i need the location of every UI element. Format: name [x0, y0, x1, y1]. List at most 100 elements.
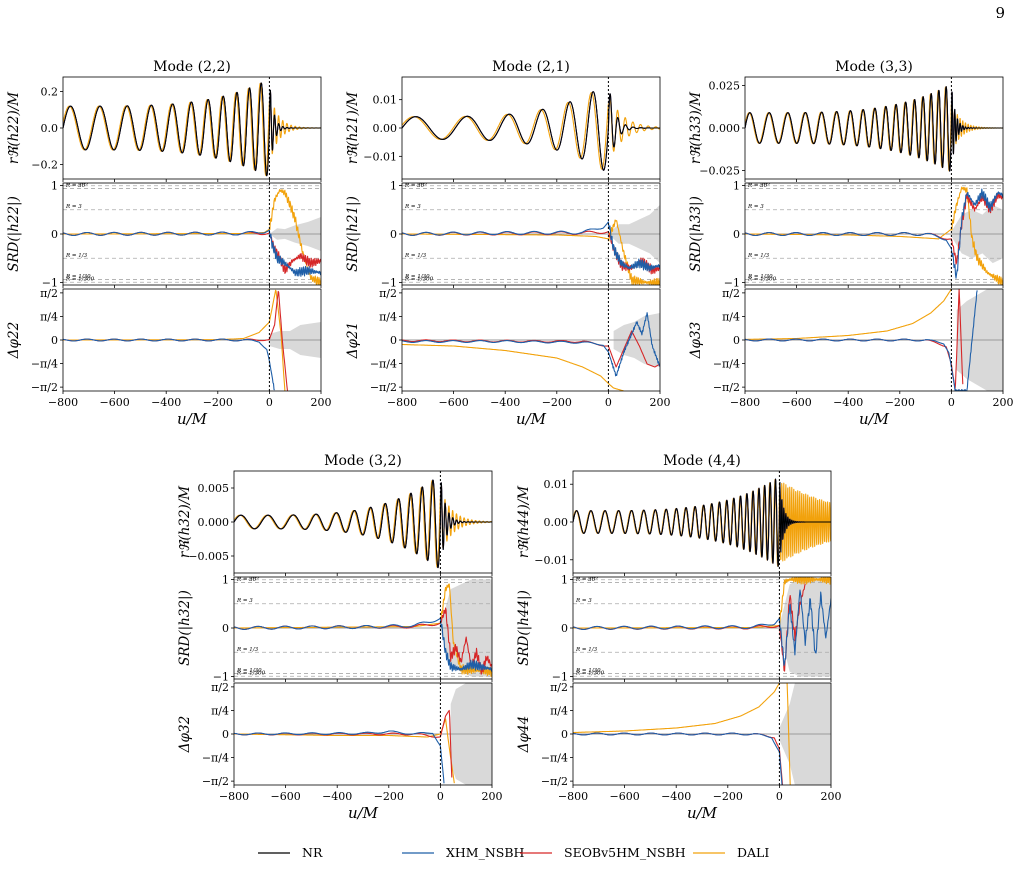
y-tick-label: 0.00 [373, 122, 398, 135]
phase-y-axis-label: Δφ33 [688, 322, 704, 359]
y-tick-label: π/4 [211, 704, 229, 717]
y-tick-label: −π/4 [713, 358, 740, 371]
legend: NR XHM_NSBH SEOBv5HM_NSBH DALI [258, 845, 769, 860]
srd-guide-label: R = 30 [65, 183, 86, 189]
srd-guide-label: R = 3 [404, 204, 421, 210]
phase-y-axis-label: Δφ22 [6, 322, 22, 359]
srd-guide-label: R = 3 [747, 204, 764, 210]
srd-guide-label: R = 1/30 [65, 274, 91, 280]
srd-guide-label: R = 1/3 [65, 253, 88, 259]
strain-plot-area [745, 77, 1003, 179]
srd-guide-label: R = 1/3 [575, 647, 598, 653]
y-tick-label: π/4 [40, 310, 58, 323]
y-tick-label: π/4 [722, 310, 740, 323]
srd-y-axis-label: SRD(|h44|) [516, 590, 532, 666]
strain-plot-area [402, 77, 660, 179]
y-tick-label: 0.01 [544, 478, 569, 491]
x-tick-label: 0 [437, 790, 444, 803]
srd-guide-label: R = 1/3 [236, 647, 259, 653]
series-line-dali [63, 82, 321, 176]
y-tick-label: 0 [561, 622, 568, 635]
y-tick-label: 0.000 [198, 516, 230, 529]
y-tick-label: −π/4 [31, 358, 58, 371]
srd-guide-label: R = 30 [404, 183, 425, 189]
strain-plot-area [234, 471, 492, 573]
x-tick-label: −200 [203, 396, 233, 409]
series-line-xhm_nsbh [234, 730, 445, 784]
x-tick-label: −600 [270, 790, 300, 803]
y-tick-label: 0 [51, 228, 58, 241]
series-line-xhm_nsbh [402, 91, 660, 171]
phase-plot-area [573, 683, 831, 785]
y-tick-label: 0.025 [709, 80, 741, 93]
axes-frame [401, 76, 661, 180]
x-tick-label: −800 [48, 396, 78, 409]
x-tick-label: −400 [833, 396, 863, 409]
srd-guide-label: R = 1/300 [575, 671, 605, 677]
y-tick-label: −1 [381, 277, 397, 290]
strain-y-axis-label: rℜ(h44)/M [516, 485, 532, 558]
series-line-seobv5hm_nsbh [63, 290, 289, 391]
chart-title: Mode (2,1) [492, 59, 570, 75]
series-line-dali [234, 718, 455, 784]
y-tick-label: 1 [222, 573, 229, 586]
x-tick-label: −800 [730, 396, 760, 409]
srd-y-axis-label: SRD(|h22|) [6, 196, 22, 272]
series-line-xhm_nsbh [402, 312, 660, 377]
y-tick-label: 0.0 [41, 122, 59, 135]
chart-title: Mode (2,2) [153, 59, 231, 75]
legend-label: XHM_NSBH [446, 845, 525, 860]
series-line-seobv5hm_nsbh [63, 82, 321, 177]
series-line-xhm_nsbh [63, 82, 321, 177]
y-tick-label: π/2 [379, 287, 397, 300]
y-tick-label: −π/2 [202, 775, 229, 788]
series-line-dali [573, 683, 791, 785]
y-tick-label: −0.01 [363, 150, 397, 163]
phase-y-axis-label: Δφ32 [177, 716, 193, 753]
series-line-nr [573, 478, 831, 567]
srd-y-axis-label: SRD(|h32|) [177, 590, 193, 666]
srd-guide-label: R = 1/30 [575, 668, 601, 674]
strain-plot-area [63, 77, 321, 179]
strain-y-axis-label: rℜ(h32)/M [177, 485, 193, 558]
series-line-nr [745, 86, 1003, 172]
y-tick-label: −1 [552, 671, 568, 684]
srd-guide-label: R = 30 [747, 183, 768, 189]
y-tick-label: −π/4 [202, 752, 229, 765]
series-line-xhm_nsbh [573, 589, 831, 666]
series-line-xhm_nsbh [402, 221, 660, 272]
y-tick-label: π/2 [211, 681, 229, 694]
srd-guide-label: R = 1/30 [404, 274, 430, 280]
series-line-dali [402, 92, 660, 170]
x-tick-label: −600 [99, 396, 129, 409]
y-tick-label: −1 [42, 277, 58, 290]
x-tick-label: 0 [776, 790, 783, 803]
x-tick-label: 0 [266, 396, 273, 409]
srd-guide-label: R = 3 [65, 204, 82, 210]
srd-guide-label: R = 30 [575, 577, 596, 583]
x-axis-label: u/M [859, 410, 890, 428]
srd-guide-label: R = 1/300 [747, 277, 777, 283]
srd-guide-label: R = 300 [236, 574, 260, 580]
series-line-dali [234, 480, 492, 568]
y-tick-label: −1 [213, 671, 229, 684]
y-tick-label: π/4 [550, 704, 568, 717]
y-tick-label: −π/2 [713, 381, 740, 394]
srd-guide-label: R = 1/3 [404, 253, 427, 259]
x-tick-label: −800 [558, 790, 588, 803]
strain-plot-area [573, 471, 831, 573]
srd-y-axis-label: SRD(|h33|) [688, 196, 704, 272]
series-line-seobv5hm_nsbh [234, 709, 453, 778]
series-line-xhm_nsbh [573, 732, 783, 785]
x-tick-label: 200 [993, 396, 1014, 409]
srd-guide-label: R = 300 [747, 180, 771, 186]
y-tick-label: 0 [390, 334, 397, 347]
x-tick-label: 200 [821, 790, 842, 803]
series-line-seobv5hm_nsbh [402, 91, 660, 171]
x-axis-label: u/M [177, 410, 208, 428]
